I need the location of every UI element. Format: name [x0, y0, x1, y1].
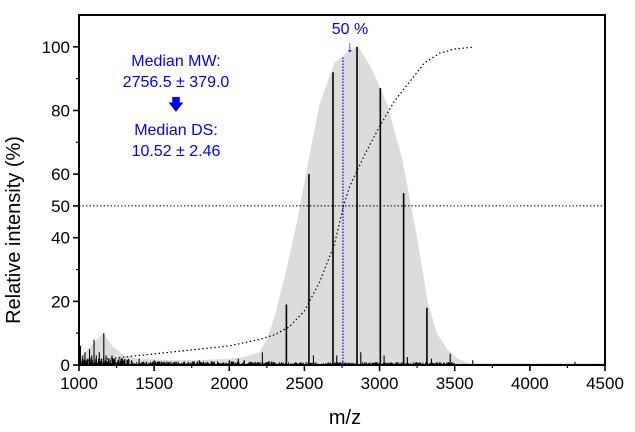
percent-label: 50 %	[332, 21, 368, 38]
x-tick-label: 4500	[586, 374, 624, 393]
x-tick-label: 4000	[511, 374, 549, 393]
y-tick-label: 100	[42, 38, 70, 57]
percent-arrow-glyph: ↓	[346, 39, 354, 56]
y-tick-label: 20	[51, 292, 70, 311]
x-tick-label: 3000	[361, 374, 399, 393]
median-ds-value: 10.52 ± 2.46	[132, 143, 221, 160]
x-tick-label: 3500	[436, 374, 474, 393]
y-tick-label: 60	[51, 165, 70, 184]
y-axis-title: Relative intensity (%)	[3, 136, 25, 324]
y-tick-label: 50	[51, 197, 70, 216]
y-tick-label: 40	[51, 229, 70, 248]
x-tick-label: 1500	[135, 374, 173, 393]
y-tick-label: 0	[61, 356, 70, 375]
down-arrow-icon: 🡇	[168, 97, 184, 114]
median-mw-label: Median MW:	[131, 53, 221, 70]
median-mw-value: 2756.5 ± 379.0	[123, 74, 230, 91]
y-tick-label: 80	[51, 101, 70, 120]
cumulative-curve	[78, 46, 475, 363]
median-ds-label: Median DS:	[134, 122, 218, 139]
x-tick-label: 2500	[286, 374, 324, 393]
plot-area: 0 20 40 50 60 80 100 1000 1500 2000 2500 3000 3500 40…	[42, 14, 624, 393]
x-axis-title: m/z	[329, 407, 361, 429]
x-tick-label: 1000	[60, 374, 98, 393]
x-tick-label: 2000	[210, 374, 248, 393]
